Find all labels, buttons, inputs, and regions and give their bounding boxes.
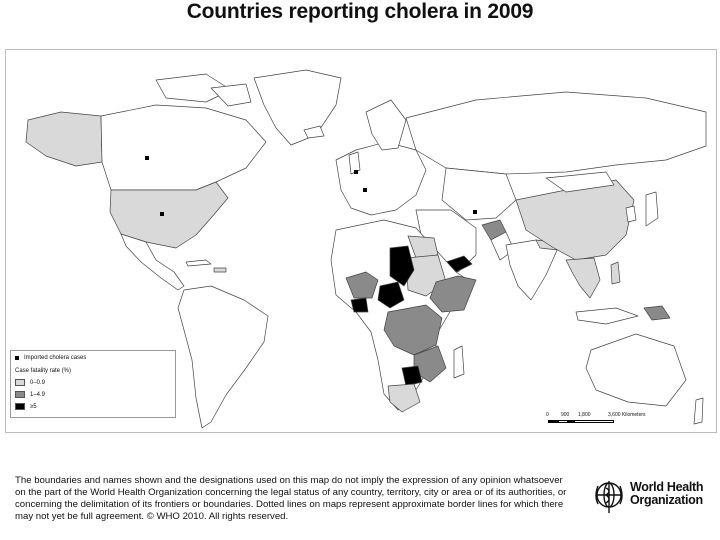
world-map-svg bbox=[25, 69, 707, 429]
legend-imported-label: Imported cholera cases bbox=[24, 355, 87, 361]
legend-swatch-mid bbox=[15, 391, 25, 398]
mexico bbox=[120, 233, 185, 291]
alaska bbox=[25, 111, 103, 167]
who-name: World Health Organization bbox=[630, 480, 704, 507]
russia bbox=[405, 91, 707, 175]
imported-case-markers bbox=[145, 156, 477, 216]
legend-class-high: ≥5 bbox=[15, 403, 37, 410]
uk bbox=[348, 151, 361, 175]
legend-class-mid: 1–4.9 bbox=[15, 391, 45, 398]
horn-of-africa bbox=[429, 275, 477, 313]
europe bbox=[335, 141, 427, 216]
indonesia bbox=[575, 307, 639, 325]
legend-imported-row: Imported cholera cases bbox=[15, 355, 86, 361]
chad bbox=[389, 245, 415, 287]
west-africa-mid bbox=[345, 271, 379, 299]
scale-bar-graphic bbox=[548, 420, 614, 423]
scale-tick-3600: 3,600 Kilometers bbox=[608, 412, 646, 418]
zimbabwe bbox=[401, 365, 423, 387]
greenland bbox=[253, 69, 342, 146]
page-title: Countries reporting cholera in 2009 bbox=[186, 0, 534, 23]
disclaimer-text: The boundaries and names shown and the d… bbox=[15, 475, 567, 523]
south-america bbox=[177, 285, 269, 429]
imported-case-marker bbox=[473, 210, 477, 214]
australia bbox=[585, 333, 687, 407]
legend-swatch-high bbox=[15, 403, 25, 410]
scandinavia bbox=[365, 99, 407, 151]
world-map: Imported cholera cases Case fatality rat… bbox=[5, 49, 717, 433]
madagascar bbox=[453, 345, 465, 379]
who-emblem-icon bbox=[595, 481, 623, 513]
usa bbox=[109, 181, 229, 249]
imported-case-marker bbox=[160, 212, 164, 216]
legend-class-low: 0–0.9 bbox=[15, 379, 45, 386]
imported-case-marker bbox=[354, 170, 358, 174]
scale-bar: 0 900 1,800 3,600 Kilometers bbox=[546, 412, 666, 428]
scale-tick-900: 900 bbox=[561, 412, 570, 418]
west-africa-high bbox=[350, 297, 369, 313]
nigeria-cameroon bbox=[377, 281, 405, 309]
imported-case-marker bbox=[363, 188, 367, 192]
scale-tick-1800: 1,800 bbox=[578, 412, 591, 418]
south-africa bbox=[387, 383, 421, 413]
map-legend: Imported cholera cases Case fatality rat… bbox=[10, 350, 176, 418]
who-logo: World Health Organization bbox=[592, 478, 717, 518]
imported-case-marker bbox=[145, 156, 149, 160]
legend-marker-square bbox=[15, 356, 19, 360]
southeast-asia bbox=[565, 257, 601, 299]
legend-heading: Case fatality rate (%) bbox=[15, 368, 72, 374]
scale-tick-0: 0 bbox=[546, 412, 549, 418]
legend-swatch-low bbox=[15, 379, 25, 386]
papua-new-guinea bbox=[643, 305, 671, 321]
canada bbox=[100, 104, 267, 191]
central-africa bbox=[383, 304, 443, 356]
